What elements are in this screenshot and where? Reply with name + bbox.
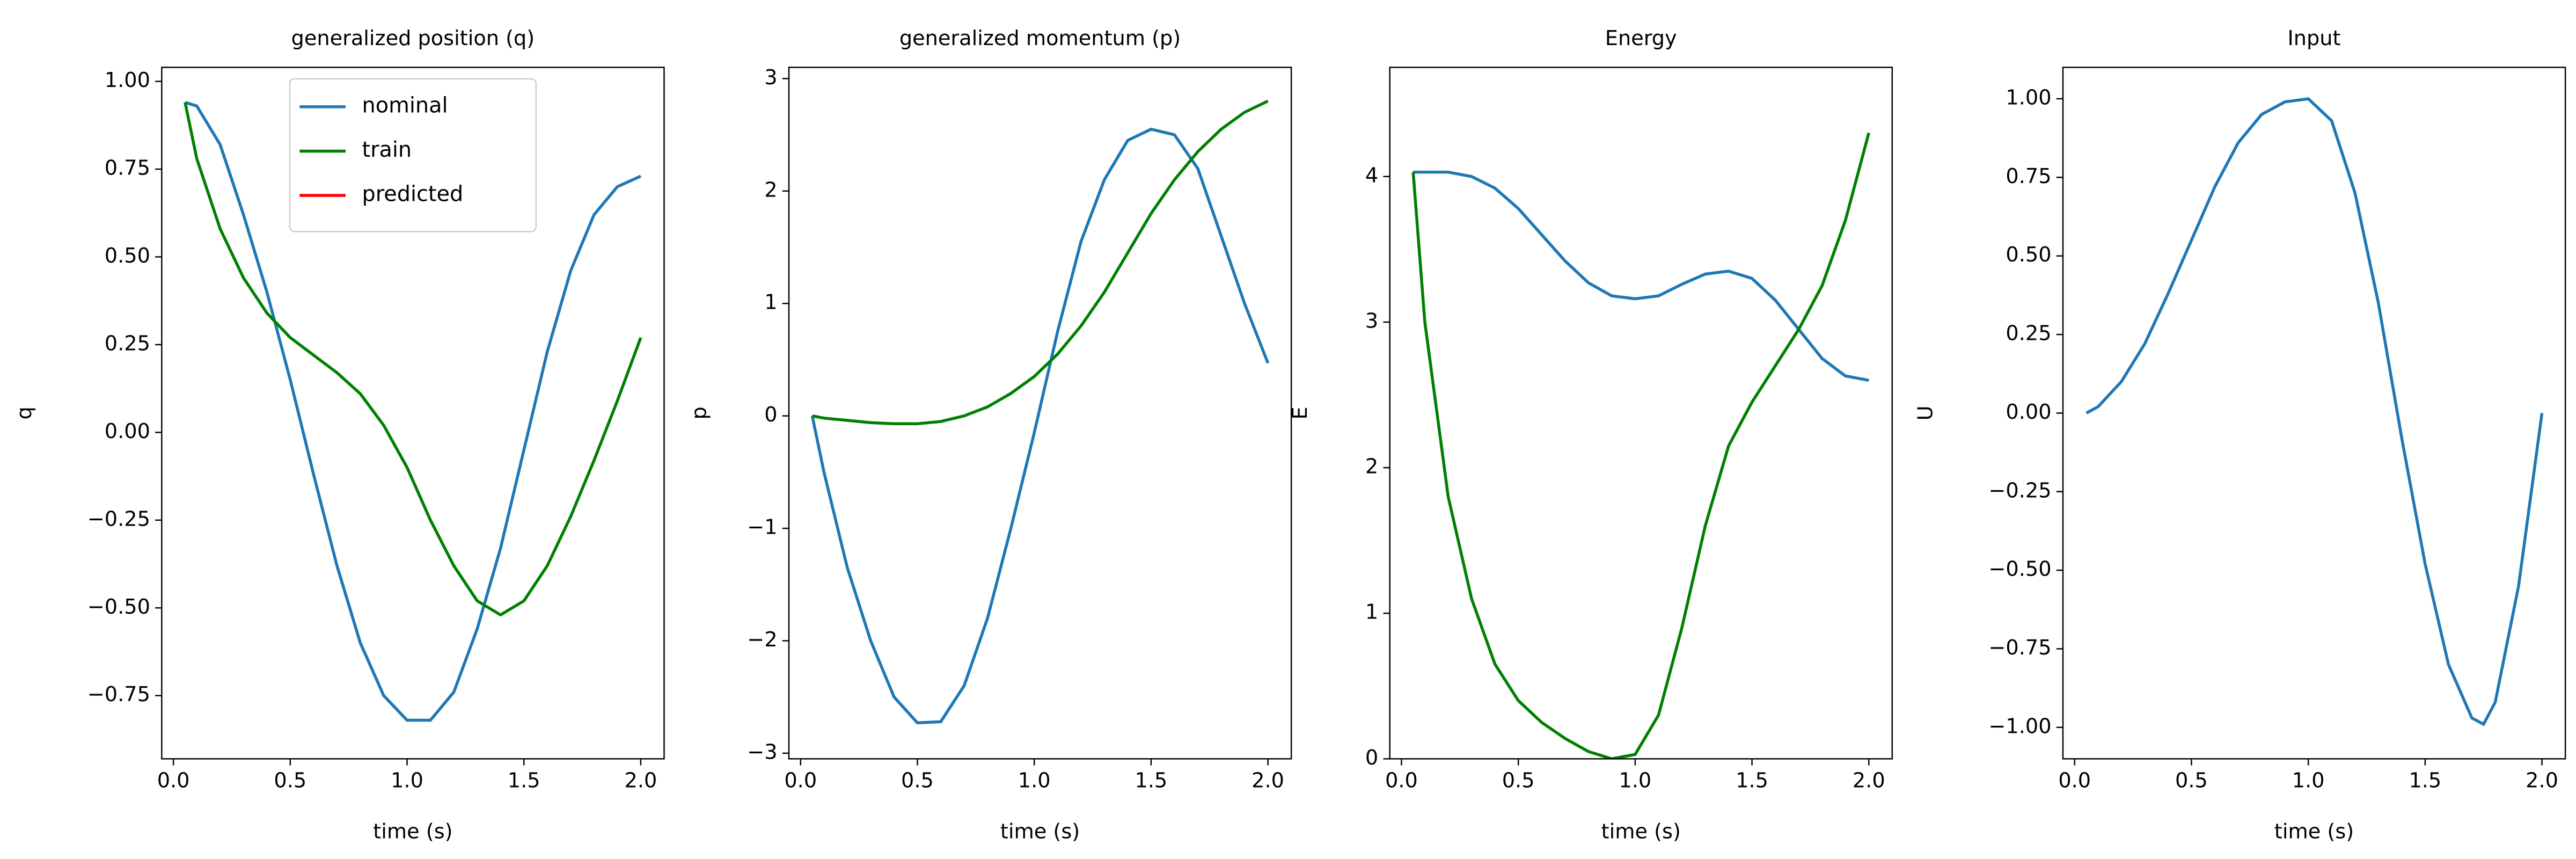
y-tick-label: 0.25	[105, 332, 150, 355]
x-tick-label: 0.5	[901, 769, 934, 793]
y-tick-label: 2	[764, 178, 777, 202]
x-tick-label: 0.0	[157, 769, 190, 793]
data-line	[2085, 97, 2544, 726]
y-tick-label: −1	[747, 516, 777, 540]
x-tick-label: 1.0	[1619, 769, 1651, 793]
x-tick-label: 2.0	[1853, 769, 1885, 793]
axes-frame	[788, 67, 1292, 760]
y-tick-label: −2	[747, 628, 777, 652]
data-line	[811, 99, 1269, 426]
y-tick-label: 0.25	[2006, 322, 2051, 346]
x-tick-label: 2.0	[625, 769, 657, 793]
x-tick-label: 0.5	[1502, 769, 1535, 793]
chart-title: Input	[2288, 27, 2341, 50]
y-tick-label: 3	[764, 66, 777, 90]
x-tick-label: 1.5	[1135, 769, 1167, 793]
y-tick-label: 0.50	[2006, 243, 2051, 267]
y-tick-label: 0.00	[2006, 401, 2051, 424]
y-tick-label: 1	[764, 291, 777, 315]
legend-label: nominal	[362, 93, 448, 118]
y-tick-label: 0	[1365, 746, 1378, 770]
y-tick-label: 3	[1365, 309, 1378, 333]
axes-frame	[161, 67, 665, 760]
y-tick-label: 4	[1365, 164, 1378, 187]
chart-title: Energy	[1605, 27, 1677, 50]
x-tick-label: 1.0	[2292, 769, 2325, 793]
x-axis-label: time (s)	[1601, 820, 1681, 844]
x-tick-label: 2.0	[2526, 769, 2558, 793]
y-tick-label: 1	[1365, 601, 1378, 624]
x-tick-label: 0.0	[1385, 769, 1418, 793]
x-tick-label: 1.5	[508, 769, 540, 793]
y-axis-label: q	[13, 406, 36, 419]
y-tick-label: −1.00	[1988, 715, 2051, 738]
y-tick-label: −0.75	[1988, 636, 2051, 660]
x-axis-label: time (s)	[1000, 820, 1080, 844]
y-tick-label: 0.75	[105, 157, 150, 180]
y-tick-label: 0.75	[2006, 165, 2051, 188]
y-tick-label: −0.25	[87, 507, 150, 531]
y-axis-label: p	[687, 406, 711, 419]
y-tick-label: −0.50	[1988, 558, 2051, 581]
chart-title: generalized position (q)	[291, 27, 535, 50]
legend-label: predicted	[362, 182, 464, 207]
x-tick-label: 0.5	[274, 769, 306, 793]
y-tick-label: 0.00	[105, 420, 150, 443]
x-tick-label: 1.5	[2409, 769, 2441, 793]
x-tick-label: 1.0	[1018, 769, 1051, 793]
y-tick-label: 1.00	[105, 69, 150, 92]
x-tick-label: 0.5	[2175, 769, 2208, 793]
y-axis-label: U	[1914, 405, 1938, 420]
y-tick-label: −0.25	[1988, 479, 2051, 503]
x-tick-label: 0.0	[784, 769, 817, 793]
y-tick-label: 1.00	[2006, 86, 2051, 110]
legend-label: train	[362, 137, 412, 162]
x-axis-label: time (s)	[2274, 820, 2354, 844]
axes-frame	[2062, 67, 2566, 760]
y-axis-label: E	[1289, 406, 1312, 419]
x-tick-label: 1.0	[391, 769, 423, 793]
data-line	[1411, 132, 1870, 759]
y-tick-label: −0.50	[87, 595, 150, 619]
legend-box	[289, 78, 537, 232]
y-tick-label: −0.75	[87, 683, 150, 707]
data-line	[1413, 170, 1869, 382]
x-tick-label: 2.0	[1252, 769, 1284, 793]
x-tick-label: 0.0	[2058, 769, 2091, 793]
data-line	[810, 127, 1270, 725]
chart-title: generalized momentum (p)	[899, 27, 1181, 50]
y-tick-label: 0	[764, 403, 777, 427]
axes-frame	[1389, 67, 1893, 760]
y-tick-label: −3	[747, 740, 777, 764]
data-line	[184, 102, 642, 617]
y-tick-label: 0.50	[105, 244, 150, 268]
data-line	[185, 101, 642, 722]
x-tick-label: 1.5	[1736, 769, 1768, 793]
y-tick-label: 2	[1365, 455, 1378, 479]
x-axis-label: time (s)	[373, 820, 452, 844]
